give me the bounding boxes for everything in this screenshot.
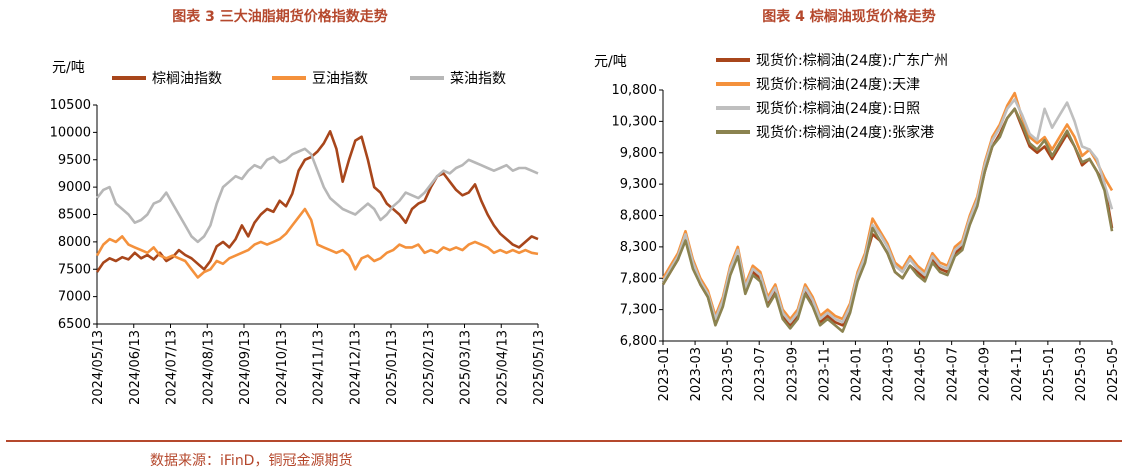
right-series-line-1: [661, 91, 1114, 321]
left-x-tick-label: 2024/10/13: [275, 330, 290, 405]
left-x-tick-label: 2025/05/13: [532, 330, 547, 405]
left-series-line-0: [95, 130, 539, 273]
right-series-line-3: [661, 107, 1114, 333]
left-x-tick-label: 2024/08/13: [201, 330, 216, 405]
right-y-tick-label: 10,800: [612, 83, 658, 98]
left-legend-label-0: 棕榈油指数: [152, 71, 222, 87]
right-x-tick-label: 2023-09: [785, 347, 800, 401]
right-x-tick-label: 2024-03: [882, 347, 897, 401]
right-y-tick-label: 7,300: [620, 303, 657, 318]
chart-right-title: 图表 4 棕榈油现货价格走势: [762, 9, 936, 25]
right-y-tick-label: 8,300: [620, 240, 657, 255]
right-legend-label-2: 现货价:棕榈油(24度):日照: [756, 100, 920, 117]
right-x-tick-label: 2023-05: [721, 347, 736, 401]
right-x-tick-label: 2023-03: [689, 347, 704, 401]
left-y-tick-label: 8500: [58, 208, 91, 223]
right-x-tick-label: 2024-07: [946, 347, 961, 401]
left-x-tick-label: 2024/11/13: [312, 330, 327, 405]
left-x-tick-label: 2024/06/13: [128, 330, 143, 405]
right-legend-label-1: 现货价:棕榈油(24度):天津: [756, 76, 920, 93]
left-legend-label-1: 豆油指数: [312, 71, 368, 87]
left-y-tick-label: 9500: [58, 153, 91, 168]
left-y-tick-label: 6500: [58, 317, 91, 332]
left-x-tick-label: 2024/09/13: [238, 330, 253, 405]
chart-right: 元/吨 6,800 7,300 7,800 8,300 8,800 9,300 9,800 10…: [594, 52, 1121, 401]
right-x-tick-label: 2024-05: [914, 347, 929, 401]
left-series-line-1: [95, 207, 539, 279]
left-x-tick-label: 2025/03/13: [459, 330, 474, 405]
left-y-tick-label: 8000: [58, 235, 91, 250]
right-x-tick-label: 2023-11: [817, 347, 832, 401]
right-y-tick-label: 9,300: [620, 177, 657, 192]
left-x-tick-label: 2025/01/13: [385, 330, 400, 405]
right-x-tick-label: 2024-11: [1010, 347, 1025, 401]
left-y-tick-label: 7500: [58, 262, 91, 277]
left-y-axis-label: 元/吨: [52, 60, 85, 76]
right-x-tick-label: 2023-07: [753, 347, 768, 401]
right-y-tick-label: 6,800: [620, 334, 657, 349]
left-y-tick-label: 10000: [50, 125, 91, 140]
left-y-tick-label: 7000: [58, 290, 91, 305]
right-y-tick-label: 7,800: [620, 271, 657, 286]
right-y-axis-label: 元/吨: [594, 54, 627, 70]
right-y-tick-label: 9,800: [620, 146, 657, 161]
left-x-tick-label: 2025/02/13: [422, 330, 437, 405]
footer-divider: [6, 440, 1122, 442]
left-legend-label-2: 菜油指数: [450, 71, 506, 87]
right-x-tick-label: 2024-01: [849, 347, 864, 401]
left-x-tick-label: 2024/05/13: [91, 330, 106, 405]
right-series-line-2: [661, 98, 1114, 324]
source-note: 数据来源：iFinD，铜冠金源期货: [150, 453, 353, 469]
left-x-tick-label: 2024/12/13: [348, 330, 363, 405]
right-x-tick-label: 2025-01: [1042, 347, 1057, 401]
right-x-tick-label: 2023-01: [657, 347, 672, 401]
left-y-tick-label: 9000: [58, 180, 91, 195]
left-x-tick-label: 2025/04/13: [495, 330, 510, 405]
chart-left-title: 图表 3 三大油脂期货价格指数走势: [172, 9, 388, 25]
right-legend-label-0: 现货价:棕榈油(24度):广东广州: [756, 52, 948, 69]
right-x-tick-label: 2024-09: [978, 347, 993, 401]
left-series-line-2: [95, 147, 539, 244]
right-y-tick-label: 8,800: [620, 209, 657, 224]
chart-left: 元/吨 6500 7000 7500 8000 8500 9000 9500 10000 1050…: [50, 60, 547, 405]
left-y-tick-label: 10500: [50, 98, 91, 113]
right-legend-label-3: 现货价:棕榈油(24度):张家港: [756, 124, 934, 141]
right-y-tick-label: 10,300: [612, 114, 658, 129]
right-x-tick-label: 2025-03: [1074, 347, 1089, 401]
right-x-tick-label: 2025-05: [1106, 347, 1121, 401]
left-x-tick-label: 2024/07/13: [165, 330, 180, 405]
